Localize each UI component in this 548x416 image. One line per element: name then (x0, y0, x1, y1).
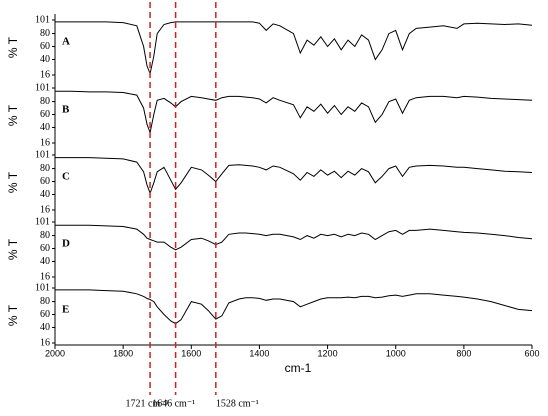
spectrum-line (55, 21, 533, 76)
y-tick-label: 40 (40, 54, 50, 65)
reference-label: 1528 cm⁻¹ (216, 398, 259, 409)
y-tick-label: 101 (35, 82, 50, 93)
y-tick-label: 40 (40, 189, 50, 200)
y-tick-label: 80 (40, 296, 50, 307)
y-tick-label: 40 (40, 322, 50, 333)
panel-label: A (62, 36, 70, 48)
y-tick-label: 16 (40, 69, 50, 80)
x-tick-label: 1400 (249, 348, 269, 358)
y-tick-label: 16 (40, 271, 50, 282)
x-tick-label: 1800 (113, 348, 133, 358)
spectrum-line (55, 289, 533, 325)
y-tick-label: 80 (40, 96, 50, 107)
y-tick-label: 60 (40, 243, 50, 254)
y-tick-label: 16 (40, 337, 50, 348)
y-tick-label: 101 (35, 282, 50, 293)
spectrum-line (55, 224, 533, 251)
panel-label: E (62, 304, 69, 316)
reference-label: 1721 cm⁻¹ (126, 398, 169, 409)
x-tick-label: 1000 (386, 348, 406, 358)
spectrum-line (55, 157, 533, 195)
panel-label: D (62, 238, 70, 250)
x-tick-label: 1600 (181, 348, 201, 358)
x-tick-label: 600 (524, 348, 539, 358)
x-tick-label: 2000 (45, 348, 65, 358)
y-tick-label: 60 (40, 309, 50, 320)
reference-label: 1646 cm⁻¹ (152, 398, 195, 409)
y-tick-label: 16 (40, 137, 50, 148)
y-tick-label: 40 (40, 122, 50, 133)
y-tick-label: 80 (40, 163, 50, 174)
spectrum-line (55, 90, 533, 135)
panel-label: B (62, 104, 70, 116)
y-tick-label: 60 (40, 109, 50, 120)
y-axis-label: % T (6, 238, 20, 260)
y-tick-label: 80 (40, 28, 50, 39)
y-tick-label: 101 (35, 216, 50, 227)
y-tick-label: 80 (40, 230, 50, 241)
y-axis-label: % T (6, 104, 20, 126)
y-axis-label: % T (6, 304, 20, 326)
x-axis-label: cm-1 (285, 361, 312, 375)
x-tick-label: 1200 (318, 348, 338, 358)
x-tick-label: 800 (456, 348, 471, 358)
y-axis-label: % T (6, 36, 20, 58)
y-tick-label: 60 (40, 41, 50, 52)
y-tick-label: 101 (35, 149, 50, 160)
y-tick-label: 60 (40, 176, 50, 187)
y-axis-label: % T (6, 171, 20, 193)
y-tick-label: 101 (35, 14, 50, 25)
panel-label: C (62, 171, 70, 183)
y-tick-label: 16 (40, 204, 50, 215)
y-tick-label: 40 (40, 256, 50, 267)
